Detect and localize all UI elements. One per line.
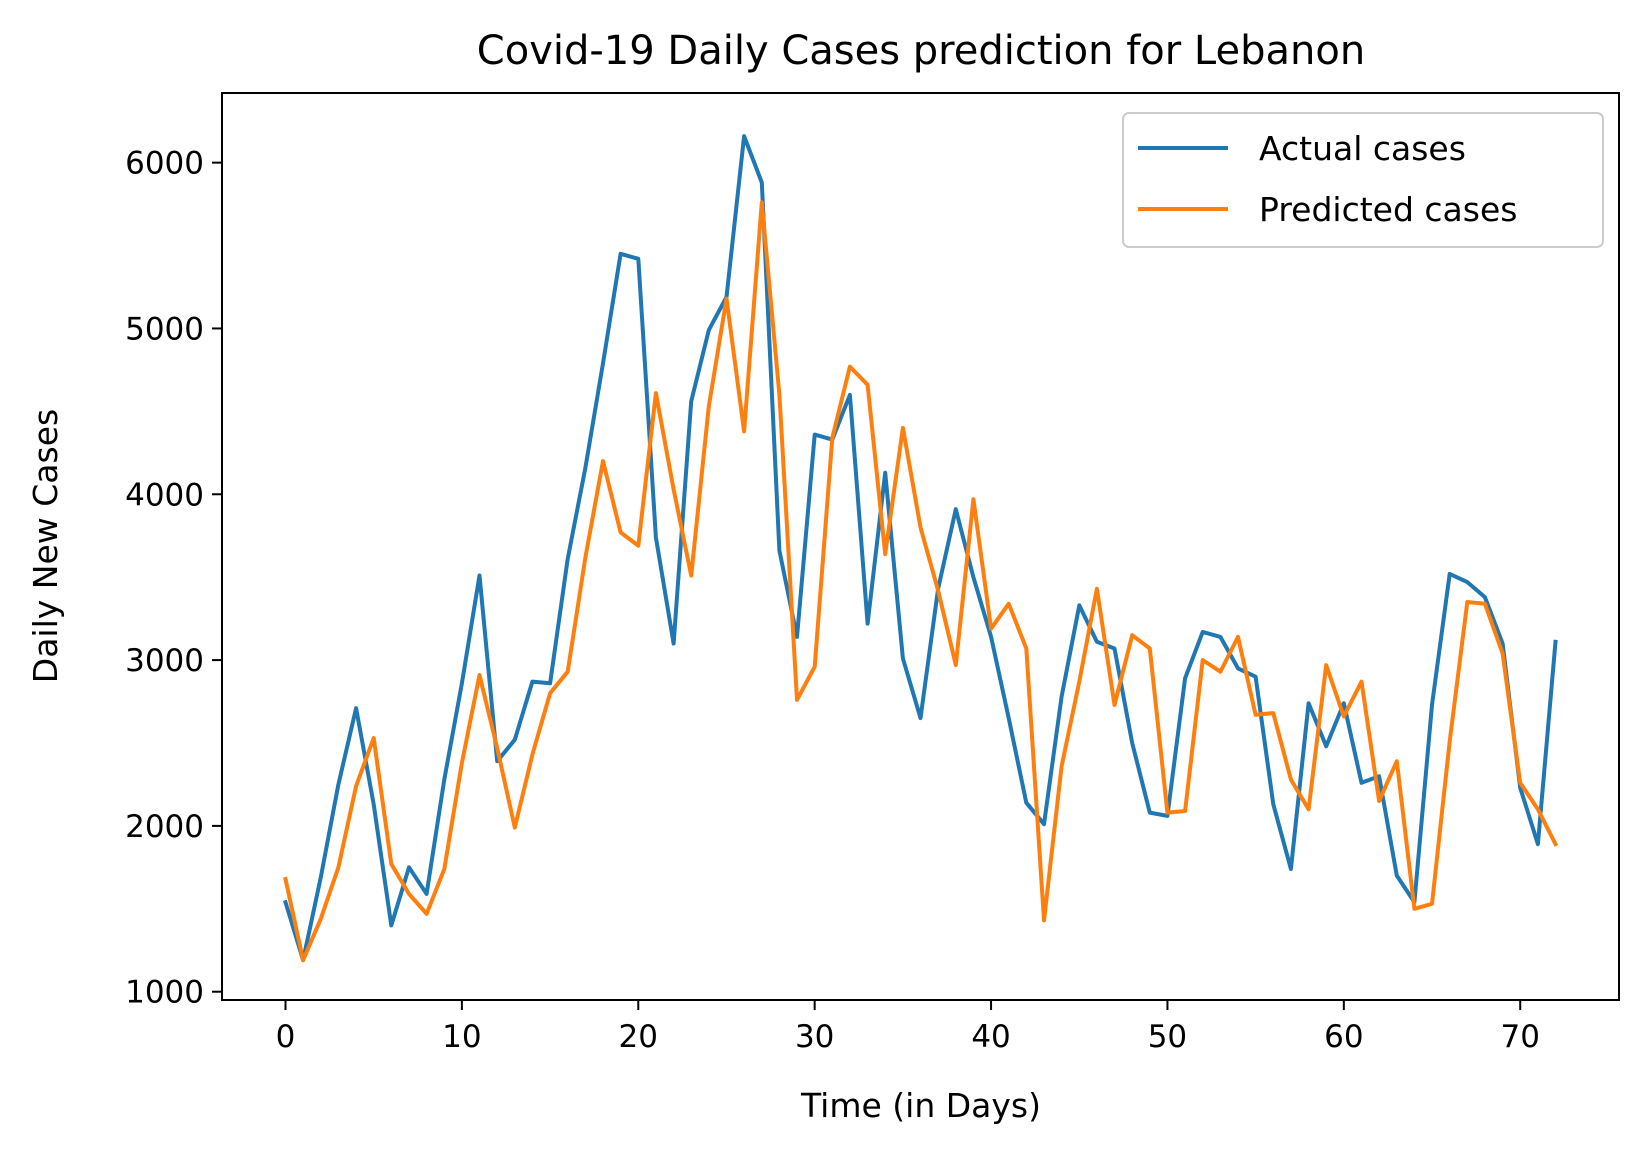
x-tick-label: 60 (1324, 1019, 1363, 1055)
y-tick-label: 4000 (125, 477, 204, 513)
plot-frame (221, 92, 1620, 1001)
x-tick-label: 40 (971, 1019, 1010, 1055)
x-tick-label: 0 (276, 1019, 296, 1055)
y-tick-label: 5000 (125, 311, 204, 347)
x-tick-label: 20 (619, 1019, 658, 1055)
y-tick-label: 6000 (125, 146, 204, 182)
y-tick-label: 2000 (125, 809, 204, 845)
chart-title: Covid-19 Daily Cases prediction for Leba… (477, 28, 1365, 74)
series-line-0 (283, 134, 1558, 963)
y-tick-label: 1000 (125, 975, 204, 1011)
x-tick-label: 30 (795, 1019, 834, 1055)
series-line-1 (283, 200, 1559, 963)
x-tick-label: 50 (1148, 1019, 1187, 1055)
legend-label-actual: Actual cases (1259, 129, 1466, 168)
legend-label-predicted: Predicted cases (1259, 190, 1517, 229)
y-tick-label: 3000 (125, 643, 204, 679)
legend-box (1122, 112, 1604, 248)
x-axis: 0 10 20 30 40 50 60 70 (276, 1000, 1540, 1055)
legend: Actual cases Predicted cases (1122, 112, 1604, 248)
y-axis-label: Daily New Cases (26, 409, 65, 683)
x-axis-label: Time (in Days) (800, 1086, 1041, 1125)
x-tick-label: 70 (1500, 1019, 1539, 1055)
x-tick-label: 10 (442, 1019, 481, 1055)
series-lines (283, 134, 1559, 963)
y-axis: 1000 2000 3000 4000 5000 6000 (125, 146, 222, 1011)
